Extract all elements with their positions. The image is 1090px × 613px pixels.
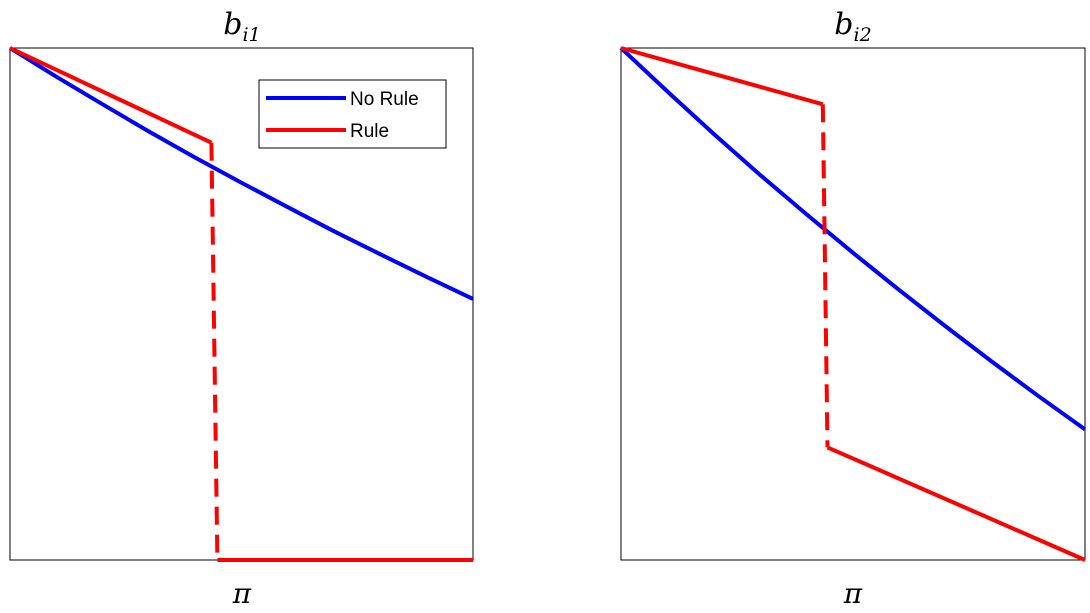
panel-right-xlabel: π <box>843 577 863 610</box>
legend-label-rule: Rule <box>350 121 389 142</box>
panel-left-series-rule-segment-2 <box>209 142 220 561</box>
panel-left-plot-area <box>8 46 474 562</box>
panel-left: bi1 π No Rule Rule <box>8 7 474 610</box>
panel-left-series-rule-segment-1 <box>9 46 213 145</box>
panel-right-title: bi2 <box>834 7 871 46</box>
panel-right-axes-box <box>620 47 1086 561</box>
panel-left-title: bi1 <box>223 7 260 46</box>
panel-right-series-no-rule-line <box>619 46 1087 432</box>
legend: No Rule Rule <box>258 79 447 149</box>
panel-right-title-sub: i2 <box>854 24 872 46</box>
panel-right-series-rule-segment-2 <box>820 104 830 448</box>
legend-box <box>258 79 447 149</box>
panel-left-xlabel: π <box>232 577 252 610</box>
panel-right-series-rule-segment-1 <box>620 46 824 107</box>
panel-right-series-rule-segment-3 <box>826 445 1086 562</box>
panel-right-plot-area <box>619 46 1087 562</box>
panel-left-title-sub: i1 <box>243 24 261 46</box>
panel-left-series-no-rule-line <box>8 46 474 301</box>
panel-right: bi2 π <box>619 7 1087 610</box>
panel-left-title-main: b <box>223 7 242 42</box>
legend-label-no-rule: No Rule <box>350 89 419 110</box>
panel-right-title-main: b <box>834 7 853 42</box>
